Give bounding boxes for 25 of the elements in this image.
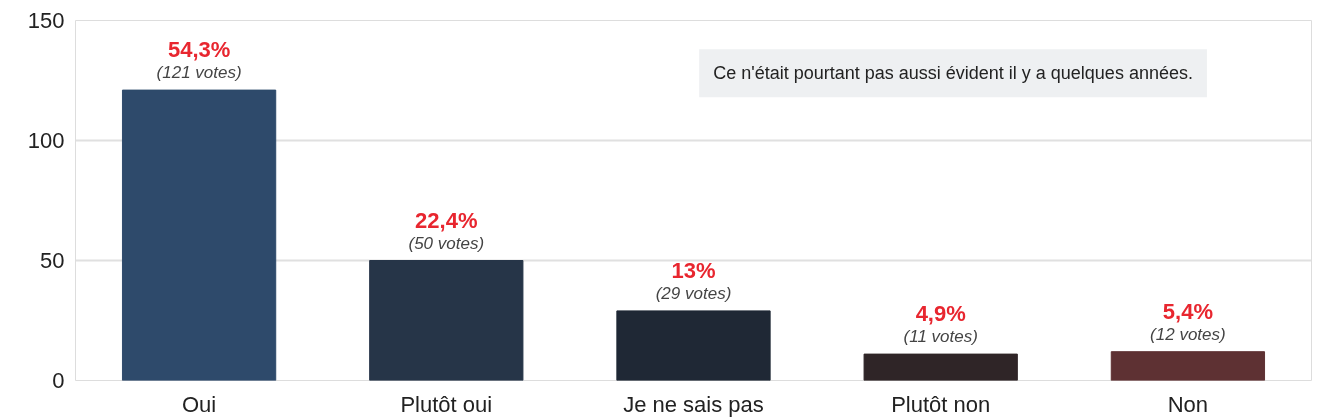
bar	[863, 353, 1018, 381]
data-label: (50 votes)	[408, 233, 485, 253]
y-tick-label: 150	[27, 8, 65, 33]
x-tick-label: Plutôt oui	[400, 391, 493, 417]
annotation: Ce n'était pourtant pas aussi évident il y a quelques années.	[713, 63, 1193, 84]
bar	[616, 310, 771, 381]
x-tick-label: Oui	[181, 391, 217, 417]
data-label: (11 votes)	[903, 327, 978, 347]
y-tick-label: 0	[52, 368, 65, 393]
data-label: (29 votes)	[655, 283, 732, 303]
y-tick-label: 100	[27, 128, 65, 153]
data-label: (121 votes)	[156, 63, 242, 83]
bar	[369, 260, 524, 381]
x-tick-label: Je ne sais pas	[623, 391, 764, 417]
annotation: 13%	[671, 257, 716, 283]
annotation: 4,9%	[915, 301, 966, 327]
bar	[121, 89, 277, 381]
bar	[1110, 351, 1266, 381]
data-label: (12 votes)	[1150, 324, 1226, 344]
annotation: 5,4%	[1162, 298, 1213, 324]
x-tick-label: Non	[1167, 391, 1209, 417]
x-tick-label: Plutôt non	[891, 391, 991, 417]
annotation: 54,3%	[167, 37, 231, 63]
annotation: 22,4%	[415, 207, 478, 233]
y-tick-label: 50	[40, 248, 65, 273]
